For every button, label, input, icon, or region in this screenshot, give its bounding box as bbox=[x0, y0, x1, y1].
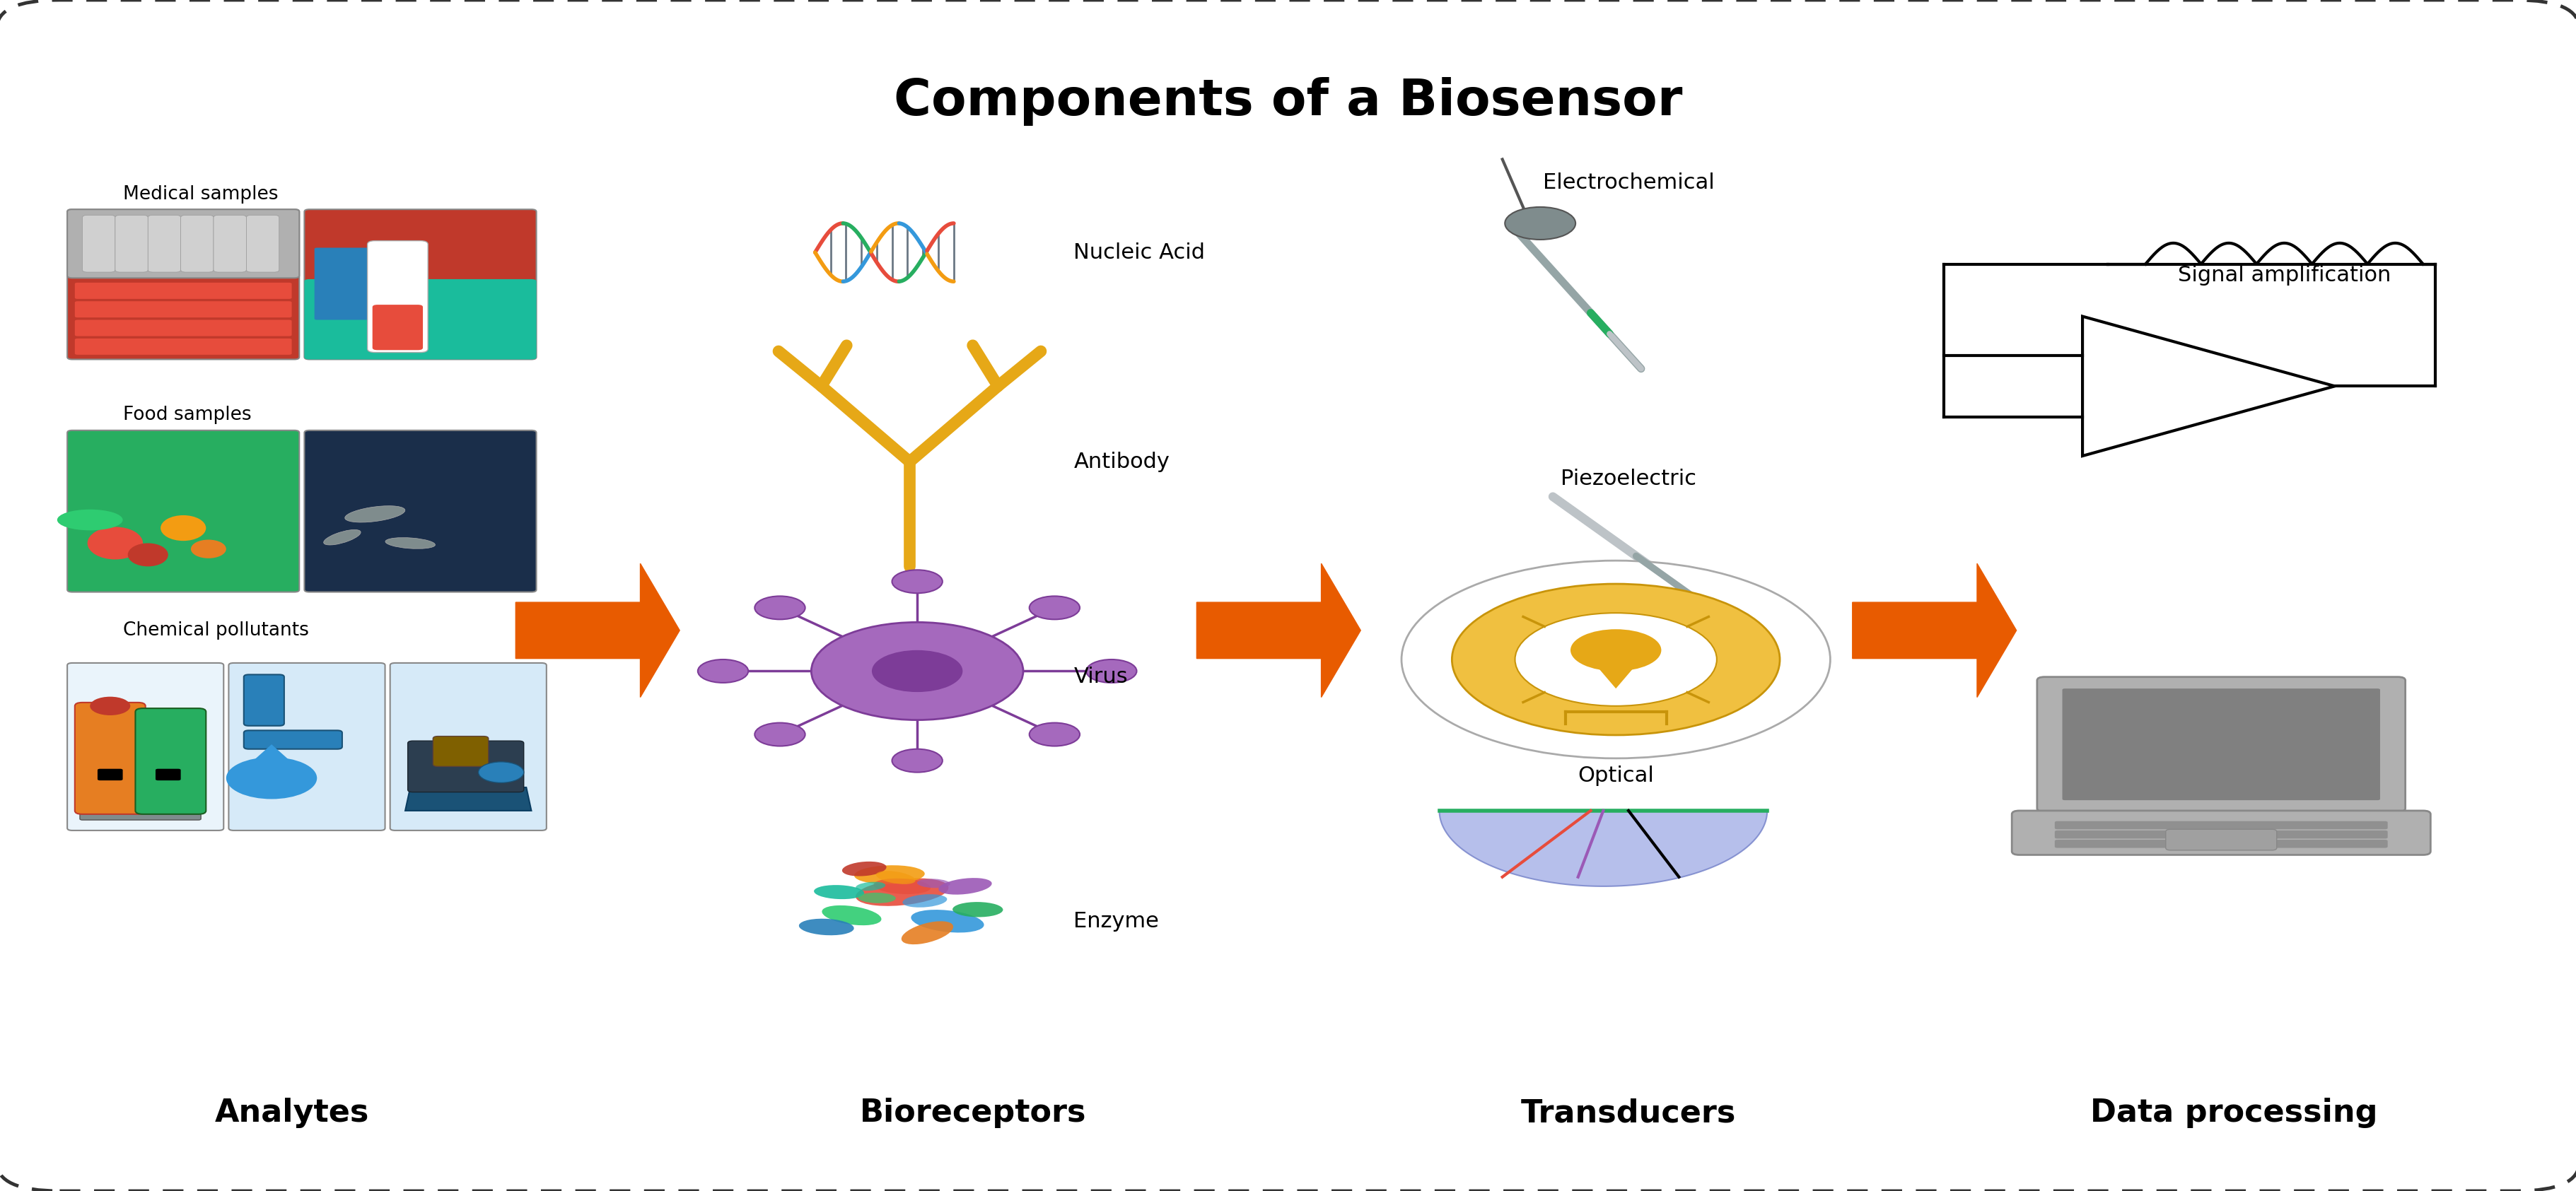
Ellipse shape bbox=[191, 540, 227, 559]
FancyBboxPatch shape bbox=[75, 320, 291, 336]
Polygon shape bbox=[404, 787, 531, 811]
FancyBboxPatch shape bbox=[137, 709, 206, 815]
FancyBboxPatch shape bbox=[2166, 829, 2277, 850]
FancyBboxPatch shape bbox=[245, 674, 283, 725]
Ellipse shape bbox=[855, 881, 886, 891]
Ellipse shape bbox=[858, 892, 896, 903]
FancyBboxPatch shape bbox=[2038, 676, 2406, 812]
Ellipse shape bbox=[876, 871, 914, 884]
Ellipse shape bbox=[822, 905, 881, 925]
Ellipse shape bbox=[814, 885, 863, 899]
Text: Antibody: Antibody bbox=[1074, 451, 1170, 472]
FancyBboxPatch shape bbox=[2056, 840, 2388, 848]
Text: Chemical pollutants: Chemical pollutants bbox=[124, 622, 309, 640]
FancyBboxPatch shape bbox=[2056, 821, 2388, 829]
FancyBboxPatch shape bbox=[389, 663, 546, 830]
Ellipse shape bbox=[57, 510, 124, 530]
Circle shape bbox=[755, 723, 806, 746]
Text: Enzyme: Enzyme bbox=[1074, 911, 1159, 931]
FancyBboxPatch shape bbox=[304, 210, 536, 360]
Ellipse shape bbox=[902, 894, 948, 908]
Polygon shape bbox=[1584, 650, 1649, 688]
Ellipse shape bbox=[799, 918, 855, 935]
Circle shape bbox=[755, 597, 806, 619]
Text: Bioreceptors: Bioreceptors bbox=[860, 1098, 1087, 1128]
Ellipse shape bbox=[917, 879, 951, 888]
Text: Virus: Virus bbox=[1074, 667, 1128, 687]
Text: Analytes: Analytes bbox=[214, 1098, 368, 1128]
FancyBboxPatch shape bbox=[147, 216, 180, 273]
Ellipse shape bbox=[325, 530, 361, 545]
Text: Components of a Biosensor: Components of a Biosensor bbox=[894, 76, 1682, 125]
FancyBboxPatch shape bbox=[2056, 830, 2388, 838]
Ellipse shape bbox=[345, 506, 404, 523]
Circle shape bbox=[1453, 584, 1780, 735]
FancyBboxPatch shape bbox=[67, 210, 299, 278]
Text: Medical samples: Medical samples bbox=[124, 185, 278, 204]
Ellipse shape bbox=[842, 861, 886, 877]
Polygon shape bbox=[2081, 317, 2334, 456]
Ellipse shape bbox=[938, 878, 992, 894]
Circle shape bbox=[891, 570, 943, 593]
Circle shape bbox=[1571, 629, 1662, 671]
FancyBboxPatch shape bbox=[433, 736, 489, 767]
Circle shape bbox=[1515, 613, 1716, 706]
Circle shape bbox=[1401, 561, 1832, 759]
Text: Piezoelectric: Piezoelectric bbox=[1561, 469, 1698, 490]
FancyBboxPatch shape bbox=[304, 279, 536, 360]
FancyBboxPatch shape bbox=[229, 663, 384, 830]
FancyBboxPatch shape bbox=[67, 663, 224, 830]
Ellipse shape bbox=[855, 878, 948, 906]
Circle shape bbox=[1030, 723, 1079, 746]
Ellipse shape bbox=[855, 866, 925, 884]
FancyBboxPatch shape bbox=[245, 730, 343, 749]
Circle shape bbox=[871, 650, 963, 692]
Text: Nucleic Acid: Nucleic Acid bbox=[1074, 242, 1206, 263]
FancyBboxPatch shape bbox=[82, 216, 116, 273]
FancyBboxPatch shape bbox=[214, 216, 247, 273]
Ellipse shape bbox=[160, 516, 206, 541]
Circle shape bbox=[811, 622, 1023, 719]
FancyBboxPatch shape bbox=[75, 338, 291, 355]
Circle shape bbox=[1504, 207, 1577, 239]
Ellipse shape bbox=[873, 879, 930, 894]
FancyBboxPatch shape bbox=[80, 804, 201, 819]
FancyBboxPatch shape bbox=[368, 241, 428, 353]
FancyBboxPatch shape bbox=[75, 703, 144, 815]
Text: Food samples: Food samples bbox=[124, 406, 252, 424]
Text: Electrochemical: Electrochemical bbox=[1543, 173, 1713, 193]
FancyBboxPatch shape bbox=[247, 216, 278, 273]
Ellipse shape bbox=[912, 910, 984, 933]
Circle shape bbox=[90, 697, 131, 716]
Circle shape bbox=[1087, 660, 1136, 682]
FancyBboxPatch shape bbox=[2012, 811, 2432, 855]
Circle shape bbox=[227, 757, 317, 799]
FancyBboxPatch shape bbox=[314, 248, 420, 320]
FancyBboxPatch shape bbox=[67, 210, 299, 360]
Ellipse shape bbox=[953, 902, 1002, 917]
Ellipse shape bbox=[129, 543, 167, 567]
FancyBboxPatch shape bbox=[155, 769, 180, 780]
FancyBboxPatch shape bbox=[374, 305, 422, 350]
FancyBboxPatch shape bbox=[116, 216, 147, 273]
FancyBboxPatch shape bbox=[180, 216, 214, 273]
Circle shape bbox=[1030, 597, 1079, 619]
FancyBboxPatch shape bbox=[67, 430, 299, 592]
FancyBboxPatch shape bbox=[75, 282, 291, 299]
FancyBboxPatch shape bbox=[304, 430, 536, 592]
Text: Transducers: Transducers bbox=[1520, 1098, 1736, 1128]
FancyBboxPatch shape bbox=[98, 769, 124, 780]
FancyBboxPatch shape bbox=[75, 301, 291, 318]
Ellipse shape bbox=[88, 526, 142, 560]
Polygon shape bbox=[1852, 563, 2017, 697]
Text: Optical: Optical bbox=[1577, 766, 1654, 786]
Polygon shape bbox=[234, 744, 309, 778]
FancyBboxPatch shape bbox=[2063, 688, 2380, 800]
FancyBboxPatch shape bbox=[407, 741, 523, 792]
Ellipse shape bbox=[902, 921, 953, 944]
Polygon shape bbox=[515, 563, 680, 697]
Polygon shape bbox=[1440, 811, 1767, 886]
Text: Data processing: Data processing bbox=[2089, 1098, 2378, 1128]
Circle shape bbox=[698, 660, 747, 682]
